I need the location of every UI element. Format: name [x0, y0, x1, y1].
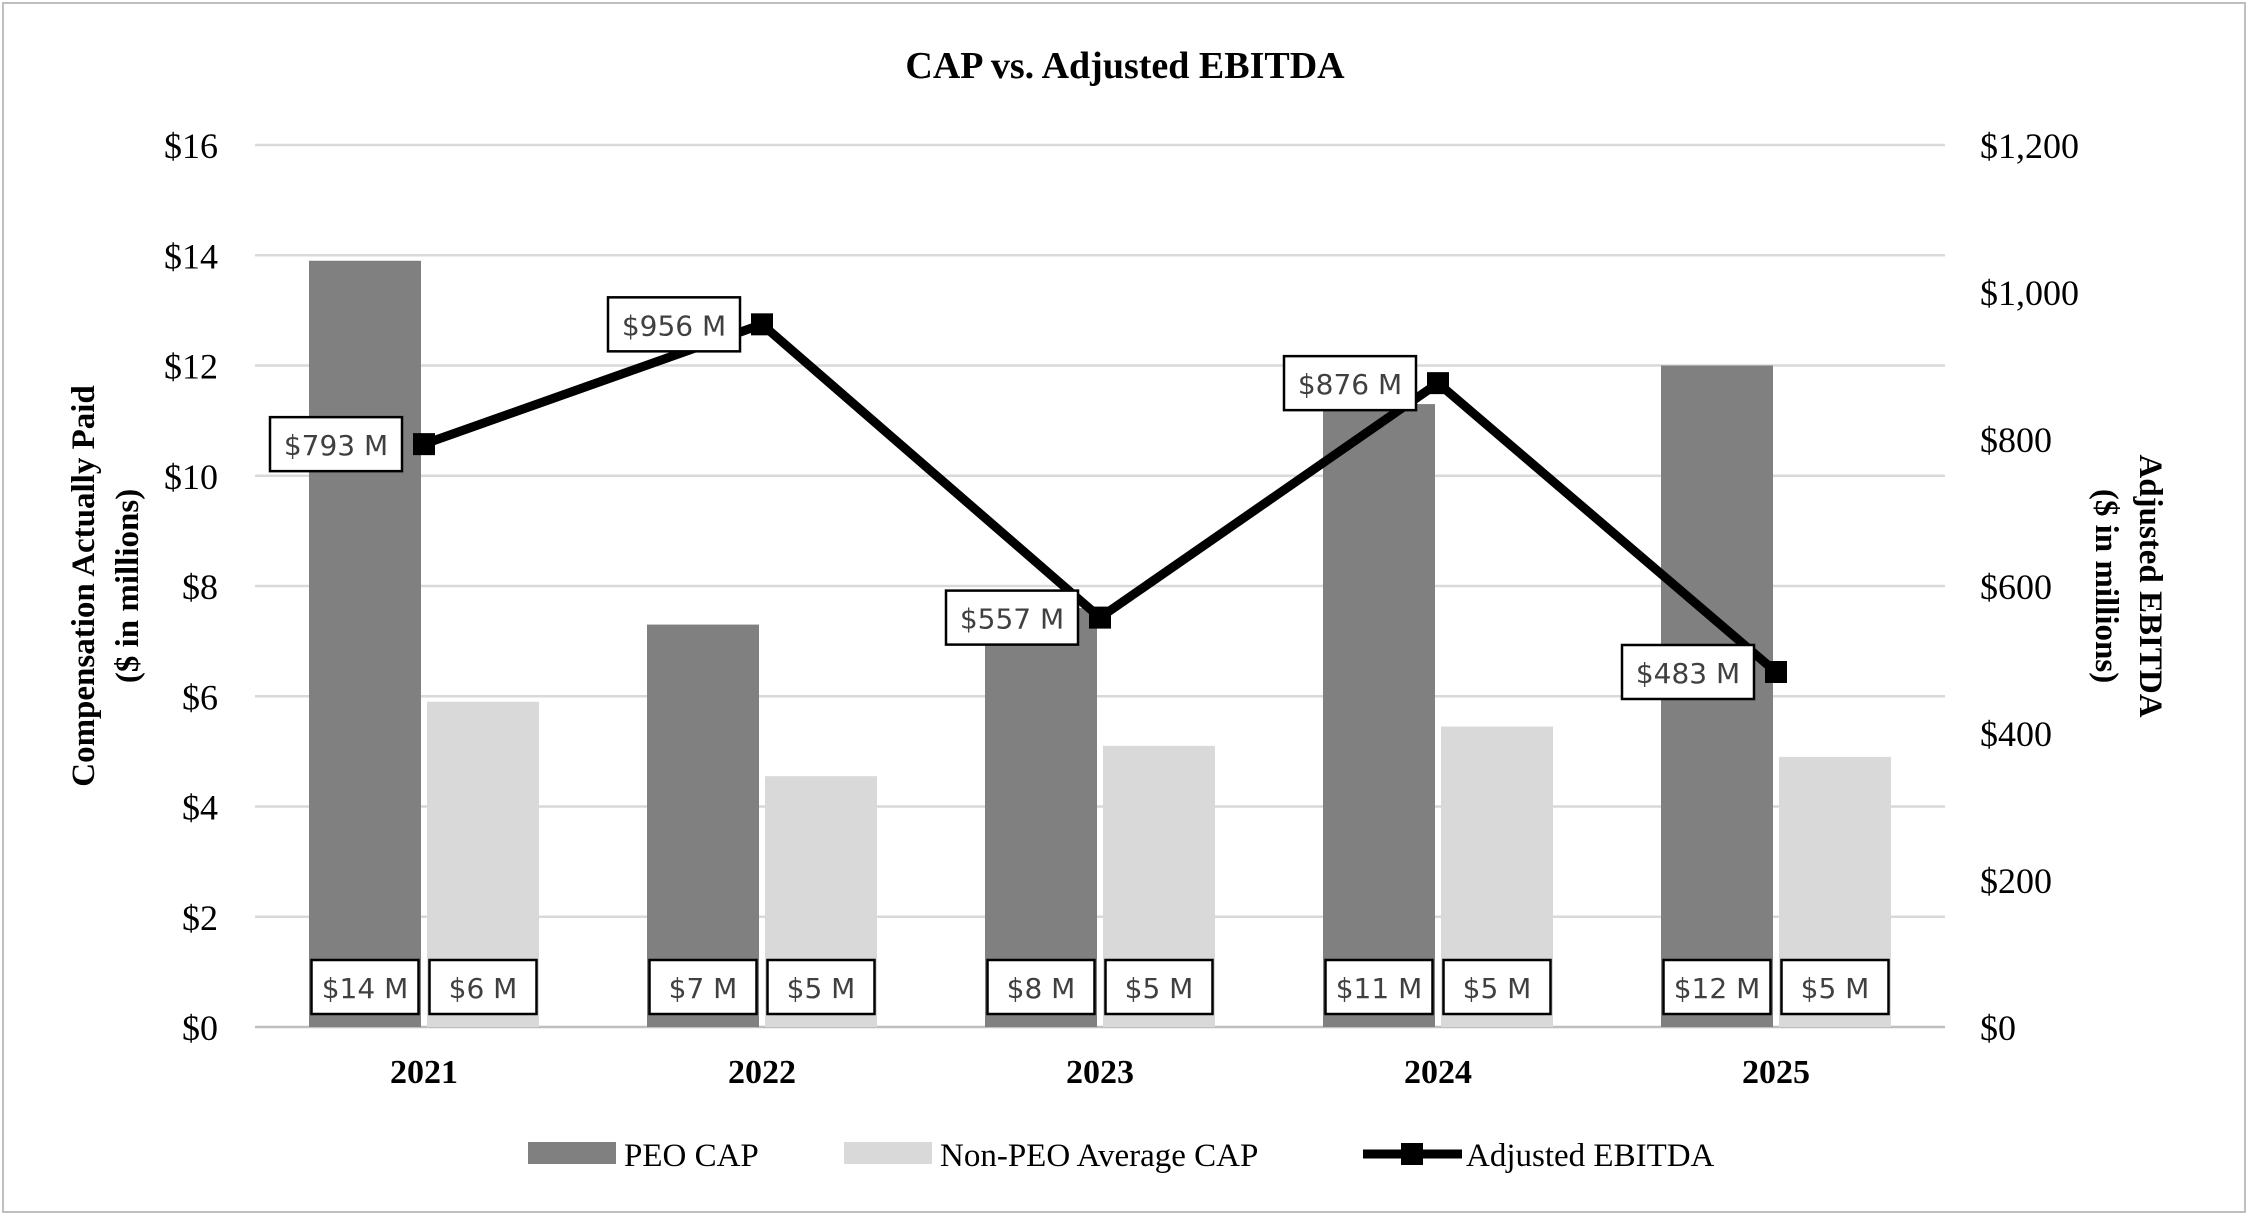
left-axis-title-line2: ($ in millions): [110, 489, 146, 683]
peo-cap-label-2022: $7 M: [669, 972, 738, 1005]
bar-label-box: [1442, 958, 1552, 1016]
ebitda-marker-2022: [751, 313, 773, 336]
right-axis-title-line1: Adjusted EBITDA: [2132, 454, 2168, 717]
legend: PEO CAP Non-PEO Average CAP Adjusted EBITD…: [528, 1138, 1715, 1174]
bars: [309, 260, 1891, 1027]
bar-label-box: [428, 958, 538, 1016]
left-tick-label: $14: [164, 236, 218, 276]
ebitda-marker-2021: [413, 433, 435, 456]
bar-label-box: [1324, 958, 1434, 1016]
left-tick-label: $16: [164, 126, 218, 166]
right-tick-label: $1,200: [1980, 126, 2079, 166]
ebitda-label-2022: $956 M: [622, 309, 726, 342]
bar-data-labels: $14 M $7 M $8 M $11 M $12 M $6 M $5 M $5 M $5 M $…: [310, 958, 1890, 1016]
peo-cap-bar-2021: [309, 260, 421, 1027]
right-tick-label: $200: [1980, 861, 2052, 901]
x-axis-labels: 2021 2022 2023 2024 2025: [390, 1054, 1810, 1091]
x-tick-label-2022: 2022: [728, 1054, 796, 1091]
left-tick-label: $0: [182, 1008, 218, 1048]
x-tick-label-2024: 2024: [1404, 1054, 1472, 1091]
legend-marker-ebitda: [1401, 1143, 1423, 1165]
bar-label-box: [648, 958, 758, 1016]
ebitda-marker-2025: [1765, 660, 1787, 683]
left-tick-label: $8: [182, 567, 218, 607]
legend-swatch-peo-cap: [528, 1142, 616, 1164]
ebitda-marker-2023: [1089, 606, 1111, 629]
bar-label-box: [986, 958, 1096, 1016]
left-axis-ticks: $0 $2 $4 $6 $8 $10 $12 $14 $16: [164, 126, 218, 1048]
left-axis-title-line1: Compensation Actually Paid: [66, 385, 102, 787]
ebitda-label-2023: $557 M: [960, 603, 1064, 636]
ebitda-label-box: [268, 415, 404, 473]
right-tick-label: $600: [1980, 567, 2052, 607]
left-tick-label: $2: [182, 898, 218, 938]
peo-cap-label-2023: $8 M: [1007, 972, 1076, 1005]
left-tick-label: $6: [182, 677, 218, 717]
ebitda-label-2025: $483 M: [1636, 657, 1740, 690]
peo-cap-label-2024: $11 M: [1336, 972, 1423, 1005]
legend-label-peo-cap: PEO CAP: [624, 1138, 759, 1174]
ebitda-label-2021: $793 M: [284, 429, 388, 462]
non-peo-cap-label-2024: $5 M: [1463, 972, 1532, 1005]
non-peo-cap-label-2022: $5 M: [787, 972, 856, 1005]
right-tick-label: $800: [1980, 420, 2052, 460]
right-axis-ticks: $0 $200 $400 $600 $800 $1,000 $1,200: [1980, 126, 2079, 1048]
right-axis-title: Adjusted EBITDA($ in millions): [2088, 454, 2168, 717]
ebitda-label-box: [1282, 354, 1418, 412]
x-tick-label-2025: 2025: [1742, 1054, 1810, 1091]
ebitda-label-box: [944, 589, 1080, 646]
left-tick-label: $12: [164, 347, 218, 387]
x-tick-label-2023: 2023: [1066, 1054, 1134, 1091]
legend-swatch-non-peo-cap: [844, 1142, 932, 1164]
peo-cap-bar-2024: [1323, 404, 1435, 1027]
left-tick-label: $4: [182, 788, 218, 828]
chart-title: CAP vs. Adjusted EBITDA: [905, 45, 1345, 87]
peo-cap-label-2021: $14 M: [322, 972, 409, 1005]
bar-label-box: [1104, 958, 1214, 1016]
bar-label-box: [766, 958, 876, 1016]
bar-label-box: [1662, 958, 1772, 1016]
ebitda-line: [413, 313, 1787, 683]
left-axis-title: Compensation Actually Paid ($ in millions…: [66, 385, 146, 787]
peo-cap-label-2025: $12 M: [1674, 972, 1761, 1005]
right-tick-label: $1,000: [1980, 273, 2079, 313]
ebitda-label-box: [1620, 643, 1756, 701]
legend-label-ebitda: Adjusted EBITDA: [1466, 1138, 1715, 1174]
bar-label-box: [310, 958, 420, 1016]
non-peo-cap-label-2023: $5 M: [1125, 972, 1194, 1005]
ebitda-label-2024: $876 M: [1298, 368, 1402, 401]
non-peo-cap-label-2025: $5 M: [1801, 972, 1870, 1005]
right-axis-title-line2: ($ in millions): [2088, 489, 2124, 683]
ebitda-marker-2024: [1427, 372, 1449, 395]
bar-label-box: [1780, 958, 1890, 1016]
left-tick-label: $10: [164, 457, 218, 497]
peo-cap-bar-2023: [985, 608, 1097, 1027]
legend-label-non-peo-cap: Non-PEO Average CAP: [940, 1138, 1258, 1174]
right-tick-label: $400: [1980, 714, 2052, 754]
right-tick-label: $0: [1980, 1008, 2016, 1048]
non-peo-cap-label-2021: $6 M: [449, 972, 518, 1005]
x-tick-label-2021: 2021: [390, 1054, 458, 1091]
line-data-labels: $793 M $956 M $557 M $876 M $483 M: [268, 296, 1756, 701]
ebitda-label-box: [606, 296, 742, 353]
